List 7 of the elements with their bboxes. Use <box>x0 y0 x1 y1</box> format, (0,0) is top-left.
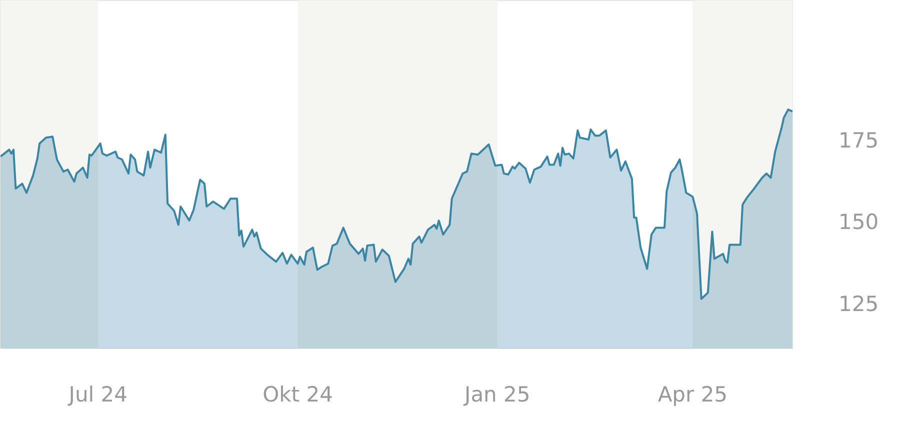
x-tick-label: Jul 24 <box>66 382 128 406</box>
x-tick-label: Jan 25 <box>462 382 530 406</box>
y-tick-label: 150 <box>838 210 879 234</box>
y-tick-label: 175 <box>838 128 879 153</box>
x-tick-label: Okt 24 <box>262 382 333 406</box>
y-tick-label: 125 <box>838 292 879 316</box>
x-tick-label: Apr 25 <box>658 382 728 406</box>
